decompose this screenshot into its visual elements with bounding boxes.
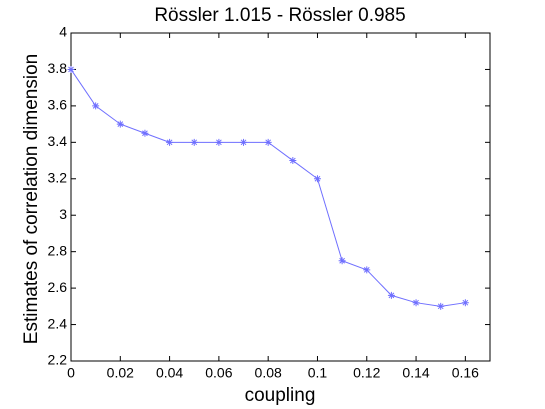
- x-tick-label: 0.02: [107, 365, 134, 381]
- marker: [264, 138, 272, 146]
- marker: [215, 138, 223, 146]
- x-tick-label: 0.06: [205, 365, 232, 381]
- marker: [387, 291, 395, 299]
- y-tick-label: 2.6: [48, 279, 68, 295]
- marker: [92, 102, 100, 110]
- y-tick-label: 3.8: [48, 60, 68, 76]
- marker: [289, 157, 297, 165]
- y-tick-label: 3: [59, 206, 67, 222]
- x-tick-label: 0.08: [255, 365, 282, 381]
- y-tick-label: 3.6: [48, 97, 68, 113]
- y-tick-label: 2.4: [48, 315, 68, 331]
- y-tick-label: 3.2: [48, 169, 68, 185]
- y-tick-label: 2.2: [48, 352, 68, 368]
- chart-title: Rössler 1.015 - Rössler 0.985: [154, 5, 405, 26]
- x-tick-label: 0.04: [156, 365, 183, 381]
- marker: [116, 120, 124, 128]
- y-axis-label: Estimates of correlation dimension: [21, 54, 42, 344]
- marker: [141, 129, 149, 137]
- x-tick-label: 0.12: [353, 365, 380, 381]
- x-tick-label: 0: [67, 365, 75, 381]
- x-tick-label: 0.16: [452, 365, 479, 381]
- marker: [190, 138, 198, 146]
- marker: [461, 299, 469, 307]
- x-tick-label: 0.14: [402, 365, 429, 381]
- marker: [166, 138, 174, 146]
- marker: [67, 65, 75, 73]
- marker: [338, 257, 346, 265]
- y-tick-label: 2.8: [48, 242, 68, 258]
- x-tick-label: 0.1: [308, 365, 328, 381]
- marker: [363, 266, 371, 274]
- marker: [313, 175, 321, 183]
- marker: [240, 138, 248, 146]
- y-tick-label: 3.4: [48, 133, 68, 149]
- y-tick-label: 4: [59, 24, 67, 40]
- x-axis-label: coupling: [245, 385, 316, 406]
- marker: [412, 299, 420, 307]
- marker: [437, 302, 445, 310]
- axes-box: [70, 32, 491, 362]
